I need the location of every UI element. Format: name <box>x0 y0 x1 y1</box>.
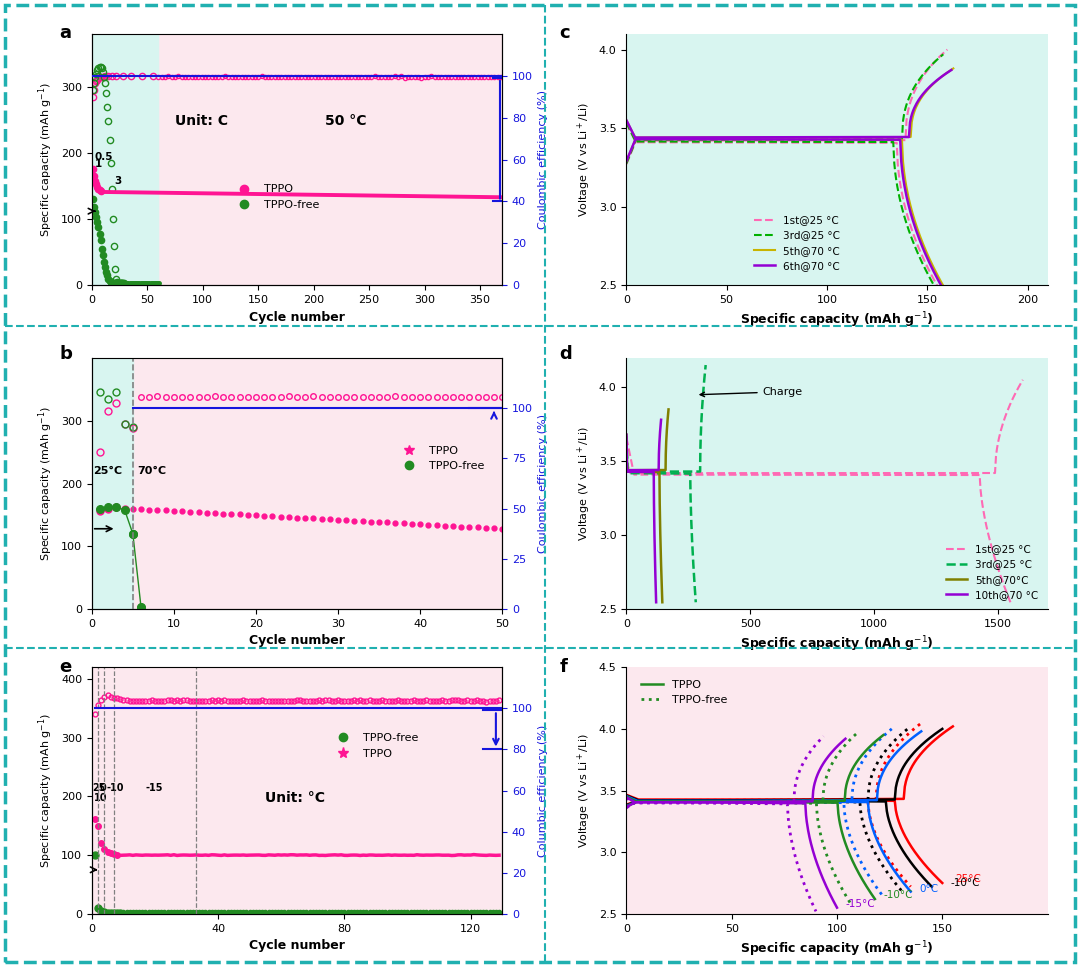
Text: -15°C: -15°C <box>846 899 875 909</box>
Bar <box>92 34 502 285</box>
Text: Unit: °C: Unit: °C <box>266 791 325 806</box>
Bar <box>92 358 133 609</box>
Text: c: c <box>559 24 570 43</box>
Text: 25°C: 25°C <box>955 874 981 884</box>
Text: -10°C: -10°C <box>950 878 981 888</box>
Bar <box>92 358 502 609</box>
Text: -10: -10 <box>106 782 123 793</box>
Legend: TPPO-free, TPPO: TPPO-free, TPPO <box>327 729 422 763</box>
Legend: TPPO, TPPO-free: TPPO, TPPO-free <box>636 675 731 710</box>
Text: Charge: Charge <box>700 387 802 396</box>
Y-axis label: Coulombic efficiency (%): Coulombic efficiency (%) <box>539 90 549 229</box>
Text: 50 °C: 50 °C <box>325 114 366 129</box>
Text: 0°C: 0°C <box>919 884 939 894</box>
Text: -15: -15 <box>146 782 163 793</box>
Y-axis label: Coulombic efficiency (%): Coulombic efficiency (%) <box>539 414 549 553</box>
X-axis label: Specific capacity (mAh g$^{-1}$): Specific capacity (mAh g$^{-1}$) <box>740 310 934 330</box>
X-axis label: Cycle number: Cycle number <box>249 939 345 952</box>
Y-axis label: Columbic efficiency (%): Columbic efficiency (%) <box>539 724 549 857</box>
Text: 25°C: 25°C <box>94 466 122 476</box>
Bar <box>92 34 159 285</box>
Text: 1: 1 <box>95 160 103 169</box>
Text: Unit: C: Unit: C <box>175 114 228 129</box>
X-axis label: Cycle number: Cycle number <box>249 634 345 648</box>
Y-axis label: Specific capacity (mAh g$^{-1}$): Specific capacity (mAh g$^{-1}$) <box>37 406 55 561</box>
Text: d: d <box>559 345 572 364</box>
Text: e: e <box>59 658 71 676</box>
Text: 0: 0 <box>99 782 107 793</box>
Y-axis label: Specific capacity (mAh g$^{-1}$): Specific capacity (mAh g$^{-1}$) <box>37 82 55 237</box>
Text: 0.5: 0.5 <box>94 152 112 161</box>
Y-axis label: Specific capacity (mAh g$^{-1}$): Specific capacity (mAh g$^{-1}$) <box>37 713 55 868</box>
Y-axis label: Voltage (V vs Li$^+$/Li): Voltage (V vs Li$^+$/Li) <box>576 102 593 218</box>
Y-axis label: Voltage (V vs Li$^+$/Li): Voltage (V vs Li$^+$/Li) <box>576 425 593 542</box>
Text: b: b <box>59 345 72 364</box>
Legend: 1st@25 °C, 3rd@25 °C, 5th@70 °C, 6th@70 °C: 1st@25 °C, 3rd@25 °C, 5th@70 °C, 6th@70 … <box>750 211 845 275</box>
Text: 25: 25 <box>92 782 106 793</box>
Legend: TPPO, TPPO-free: TPPO, TPPO-free <box>393 441 488 476</box>
Text: -10°C: -10°C <box>883 891 913 900</box>
Text: 3: 3 <box>114 176 121 186</box>
X-axis label: Cycle number: Cycle number <box>249 310 345 324</box>
Text: a: a <box>59 24 71 43</box>
X-axis label: Specific capacity (mAh g$^{-1}$): Specific capacity (mAh g$^{-1}$) <box>740 634 934 654</box>
Legend: TPPO, TPPO-free: TPPO, TPPO-free <box>229 180 324 215</box>
Y-axis label: Voltage (V vs Li$^+$/Li): Voltage (V vs Li$^+$/Li) <box>576 733 593 848</box>
Text: 10: 10 <box>94 793 108 803</box>
Text: 70°C: 70°C <box>137 466 166 476</box>
Legend: 1st@25 °C, 3rd@25 °C, 5th@70°C, 10th@70 °C: 1st@25 °C, 3rd@25 °C, 5th@70°C, 10th@70 … <box>942 540 1042 604</box>
X-axis label: Specific capacity (mAh g$^{-1}$): Specific capacity (mAh g$^{-1}$) <box>740 939 934 958</box>
Text: f: f <box>559 658 567 676</box>
